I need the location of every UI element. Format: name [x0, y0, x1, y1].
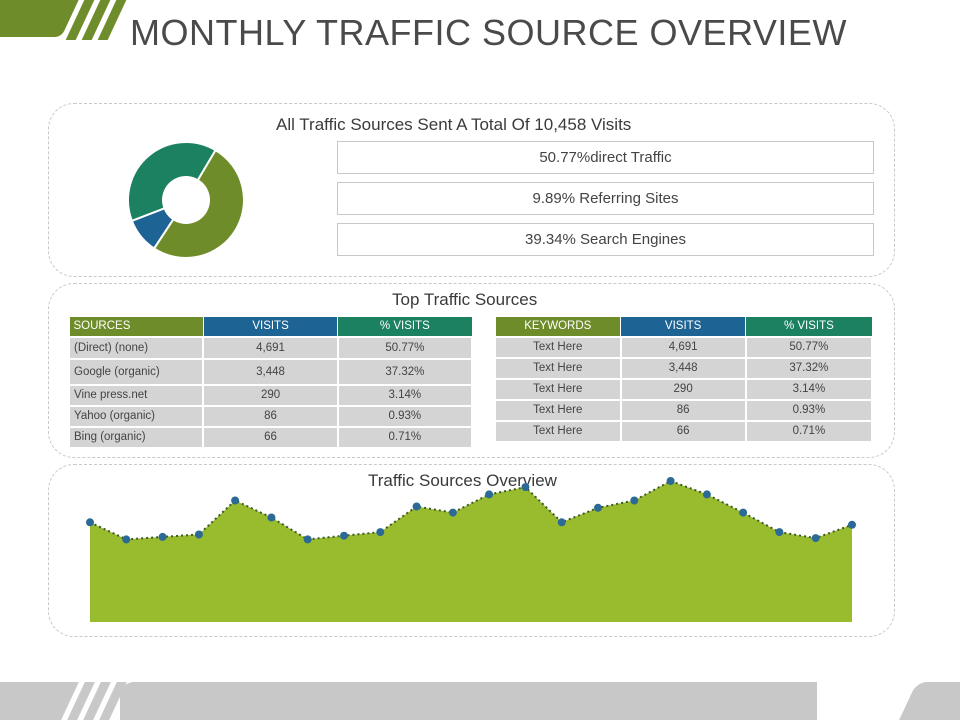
- chart-point: [811, 534, 820, 543]
- top-sources-panel: [48, 283, 895, 458]
- footer-bar: [120, 682, 817, 720]
- cell-keyword: Text Here: [494, 419, 622, 443]
- chart-point: [86, 518, 94, 527]
- cell-visits: 66: [202, 425, 339, 449]
- chart-point: [122, 535, 131, 544]
- chart-point: [448, 508, 457, 517]
- overview-panel: [48, 464, 895, 637]
- stat-direct-traffic: 50.77%direct Traffic: [337, 141, 874, 174]
- summary-panel: [48, 103, 895, 277]
- sources-table: SOURCES VISITS % VISITS (Direct) (none) …: [67, 316, 474, 449]
- table-row: Text Here 4,691 50.77%: [494, 335, 874, 359]
- chart-point: [303, 535, 312, 544]
- chart-point: [412, 502, 421, 511]
- table-row: Text Here 86 0.93%: [494, 398, 874, 422]
- area-fill: [90, 481, 852, 622]
- cell-pct: 0.93%: [744, 398, 874, 422]
- cell-visits: 66: [619, 419, 747, 443]
- traffic-donut-chart: [127, 141, 245, 259]
- cell-pct: 0.71%: [744, 419, 874, 443]
- cell-pct: 3.14%: [336, 383, 474, 407]
- cell-visits: 86: [202, 404, 339, 428]
- cell-pct: 0.93%: [336, 404, 474, 428]
- chart-point: [557, 518, 566, 527]
- cell-visits: 3,448: [202, 357, 339, 386]
- cell-visits: 290: [202, 383, 339, 407]
- cell-visits: 86: [619, 398, 747, 422]
- chart-point: [630, 496, 639, 505]
- cell-visits: 4,691: [202, 335, 339, 360]
- chart-point: [702, 490, 711, 499]
- chart-point: [775, 528, 784, 537]
- cell-source: Yahoo (organic): [67, 404, 205, 428]
- table-row: Google (organic) 3,448 37.32%: [67, 357, 474, 386]
- chart-point: [376, 528, 385, 537]
- cell-visits: 3,448: [619, 356, 747, 380]
- cell-pct: 50.77%: [336, 335, 474, 360]
- table-row: Vine press.net 290 3.14%: [67, 383, 474, 407]
- cell-pct: 37.32%: [744, 356, 874, 380]
- overview-title: Traffic Sources Overview: [368, 471, 557, 490]
- cell-keyword: Text Here: [494, 356, 622, 380]
- col-header-pct-visits: % VISITS: [745, 316, 873, 337]
- chart-point: [594, 503, 602, 512]
- donut-hole: [162, 176, 210, 224]
- chart-point: [485, 490, 494, 499]
- cell-visits: 4,691: [619, 335, 747, 359]
- col-header-visits: VISITS: [202, 316, 339, 337]
- cell-source: (Direct) (none): [67, 335, 205, 360]
- col-header-keywords: KEYWORDS: [494, 316, 622, 337]
- cell-pct: 0.71%: [336, 425, 474, 449]
- cell-source: Vine press.net: [67, 383, 205, 407]
- chart-point: [158, 532, 167, 541]
- table-row: Text Here 3,448 37.32%: [494, 356, 874, 380]
- cell-source: Bing (organic): [67, 425, 205, 449]
- cell-pct: 3.14%: [744, 377, 874, 401]
- cell-visits: 290: [619, 377, 747, 401]
- table-row: (Direct) (none) 4,691 50.77%: [67, 335, 474, 360]
- chart-point: [848, 520, 856, 529]
- cell-source: Google (organic): [67, 357, 205, 386]
- table-row: Text Here 290 3.14%: [494, 377, 874, 401]
- cell-keyword: Text Here: [494, 377, 622, 401]
- cell-keyword: Text Here: [494, 335, 622, 359]
- table-row: Bing (organic) 66 0.71%: [67, 425, 474, 449]
- stat-referring-sites: 9.89% Referring Sites: [337, 182, 874, 215]
- chart-point: [231, 496, 240, 505]
- stat-search-engines: 39.34% Search Engines: [337, 223, 874, 256]
- cell-pct: 37.32%: [336, 357, 474, 386]
- cell-keyword: Text Here: [494, 398, 622, 422]
- top-sources-title: Top Traffic Sources: [392, 290, 538, 309]
- chart-point: [666, 477, 675, 485]
- table-row: Yahoo (organic) 86 0.93%: [67, 404, 474, 428]
- chart-point: [521, 483, 530, 492]
- chart-point: [194, 530, 203, 539]
- keywords-table-header: KEYWORDS VISITS % VISITS: [494, 316, 873, 337]
- chart-point: [340, 531, 348, 540]
- table-row: Text Here 66 0.71%: [494, 419, 874, 443]
- col-header-visits: VISITS: [620, 316, 747, 337]
- cell-pct: 50.77%: [744, 335, 874, 359]
- page-title: MONTHLY TRAFFIC SOURCE OVERVIEW: [130, 12, 847, 53]
- chart-point: [267, 513, 276, 522]
- chart-point: [739, 508, 748, 517]
- summary-title: All Traffic Sources Sent A Total Of 10,4…: [276, 115, 632, 134]
- keywords-table: KEYWORDS VISITS % VISITS Text Here 4,691…: [494, 316, 874, 443]
